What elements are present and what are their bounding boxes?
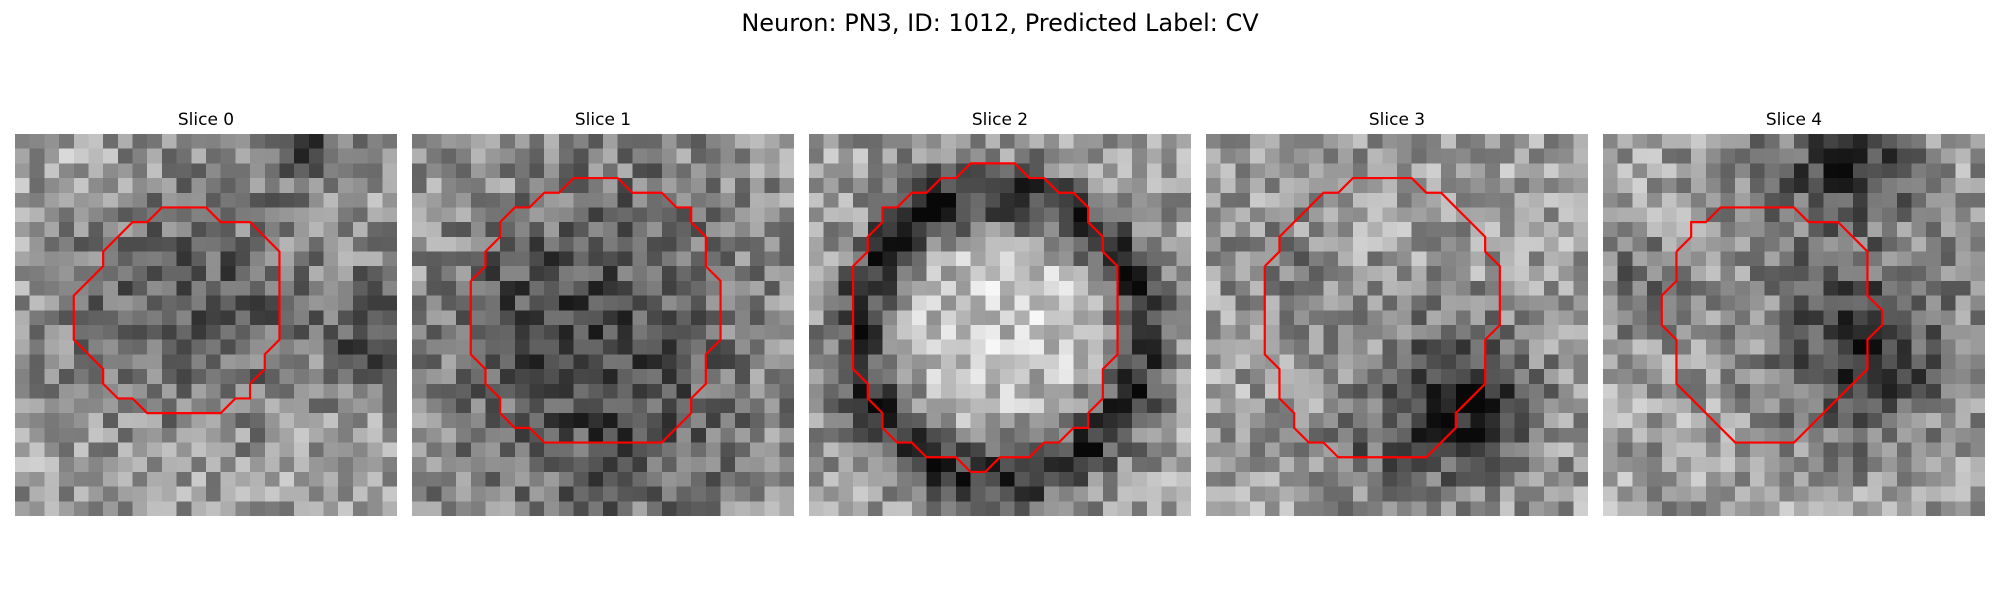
slice-panel-0: Slice 0 <box>15 108 397 516</box>
micrograph-3 <box>1206 134 1588 516</box>
slice-title-1: Slice 1 <box>574 110 632 130</box>
micrograph-2 <box>809 134 1191 516</box>
cell-contour-2 <box>853 163 1117 472</box>
slice-image-2 <box>809 134 1191 516</box>
micrograph-0 <box>15 134 397 516</box>
slice-image-3 <box>1206 134 1588 516</box>
contour-overlay-4 <box>1603 134 1985 516</box>
contour-overlay-2 <box>809 134 1191 516</box>
cell-contour-1 <box>471 178 721 442</box>
slice-panel-3: Slice 3 <box>1206 108 1588 516</box>
cell-contour-0 <box>74 207 280 413</box>
slice-image-0 <box>15 134 397 516</box>
slice-image-1 <box>412 134 794 516</box>
slice-title-2: Slice 2 <box>971 110 1029 130</box>
slice-title-0: Slice 0 <box>177 110 235 130</box>
figure-title: Neuron: PN3, ID: 1012, Predicted Label: … <box>741 9 1259 37</box>
micrograph-4 <box>1603 134 1985 516</box>
contour-overlay-3 <box>1206 134 1588 516</box>
micrograph-1 <box>412 134 794 516</box>
slice-panel-4: Slice 4 <box>1603 108 1985 516</box>
contour-overlay-1 <box>412 134 794 516</box>
slice-panel-2: Slice 2 <box>809 108 1191 516</box>
contour-overlay-0 <box>15 134 397 516</box>
slice-panel-1: Slice 1 <box>412 108 794 516</box>
slice-title-4: Slice 4 <box>1765 110 1823 130</box>
cell-contour-4 <box>1662 207 1882 442</box>
cell-contour-3 <box>1265 178 1500 457</box>
slice-title-3: Slice 3 <box>1368 110 1426 130</box>
slice-image-4 <box>1603 134 1985 516</box>
